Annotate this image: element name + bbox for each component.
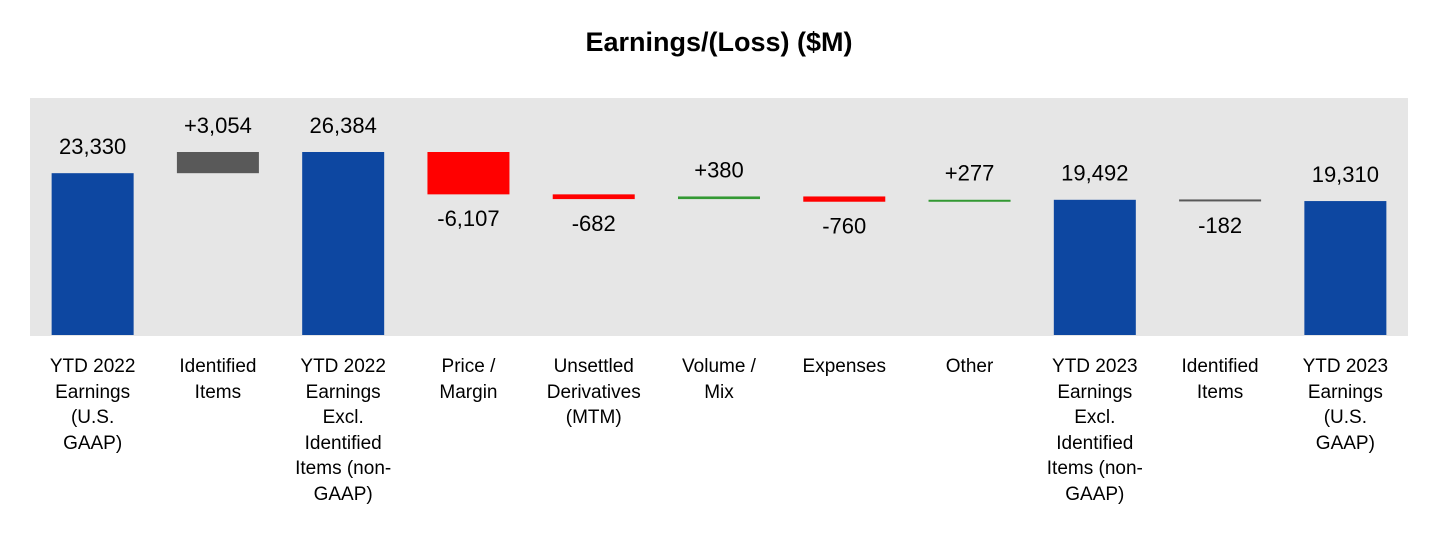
value-label: 23,330 <box>59 134 126 159</box>
bar <box>928 199 1011 202</box>
x-tick-label: Expenses <box>802 356 886 377</box>
x-tick-label: Price / Margin <box>439 356 498 403</box>
x-tick-label: Identified Items <box>1181 356 1259 403</box>
value-label: -6,107 <box>437 206 499 231</box>
value-label: +380 <box>694 157 744 182</box>
x-tick-label: YTD 2022 Earnings Excl. Identified Items… <box>295 356 392 505</box>
x-tick-label: Volume / Mix <box>682 356 756 403</box>
x-tick-label: YTD 2022 Earnings (U.S. GAAP) <box>49 356 136 454</box>
x-tick-label: YTD 2023 Earnings Excl. Identified Items… <box>1046 356 1143 505</box>
value-label: +277 <box>945 161 995 186</box>
value-label: 19,310 <box>1312 162 1379 187</box>
bar <box>552 194 635 200</box>
value-label: 19,492 <box>1061 161 1128 186</box>
bar <box>51 173 134 335</box>
value-label: +3,054 <box>184 113 252 138</box>
x-tick-label: Other <box>945 356 994 377</box>
value-label: -682 <box>572 211 616 236</box>
bar <box>1053 199 1136 335</box>
value-label: -182 <box>1198 213 1242 238</box>
bar <box>1304 201 1387 335</box>
value-label: 26,384 <box>310 113 377 138</box>
plot-background <box>30 98 1408 336</box>
x-tick-label: YTD 2023 Earnings (U.S. GAAP) <box>1302 356 1389 454</box>
x-tick-label: Identified Items <box>179 356 257 403</box>
bar <box>176 152 259 174</box>
bar <box>427 152 510 195</box>
x-tick-label: Unsettled Derivatives (MTM) <box>546 356 641 428</box>
bar <box>678 196 760 200</box>
bar <box>302 152 385 335</box>
chart-title: Earnings/(Loss) ($M) <box>585 27 852 57</box>
value-label: -760 <box>822 214 866 239</box>
bar <box>1179 199 1262 202</box>
bar <box>803 196 886 202</box>
